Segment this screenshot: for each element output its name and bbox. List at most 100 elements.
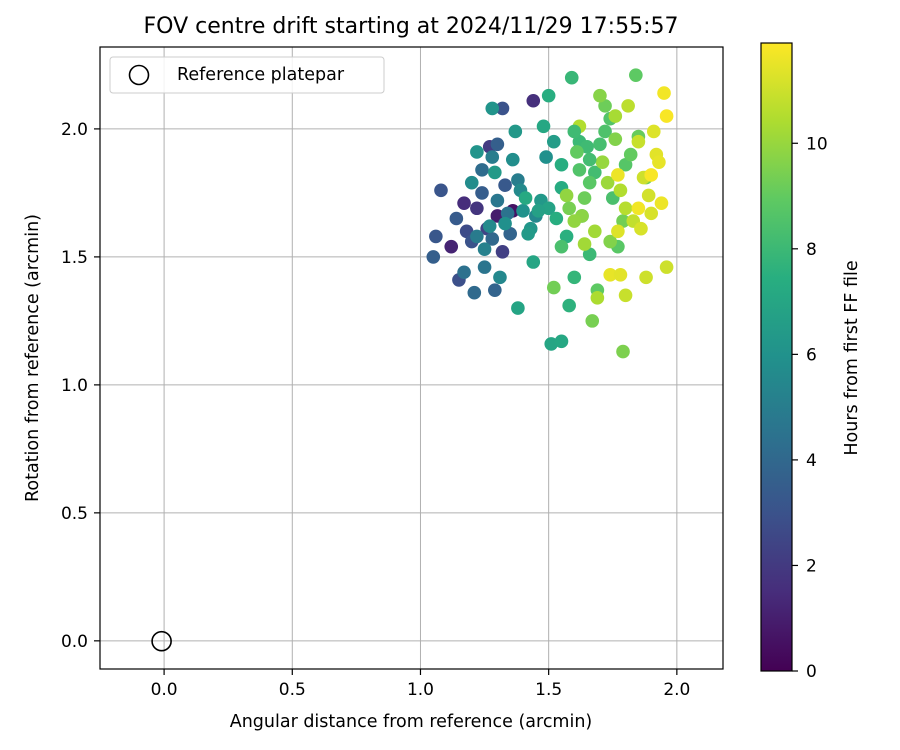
- data-point: [603, 234, 617, 249]
- data-point: [544, 337, 559, 351]
- y-tick-label: 1.0: [61, 376, 88, 396]
- data-point: [449, 211, 464, 226]
- data-point: [641, 188, 656, 203]
- y-axis-label: Rotation from reference (arcmin): [23, 214, 43, 502]
- data-point: [562, 201, 576, 216]
- data-point: [634, 221, 648, 236]
- data-point: [588, 165, 602, 180]
- data-point: [567, 124, 582, 139]
- data-point: [611, 224, 625, 239]
- data-point: [654, 196, 669, 210]
- data-point: [490, 137, 505, 152]
- data-point: [485, 101, 500, 116]
- data-point: [541, 88, 556, 103]
- data-point: [521, 227, 535, 241]
- colorbar-tick-label: 2: [806, 556, 817, 576]
- data-points: [426, 68, 674, 359]
- data-point: [467, 285, 482, 300]
- data-point: [588, 224, 602, 239]
- y-tick-label: 1.5: [61, 248, 88, 268]
- chart-title: FOV centre drift starting at 2024/11/29 …: [144, 14, 679, 39]
- data-point: [559, 229, 574, 244]
- data-point: [488, 283, 502, 297]
- x-tick-label: 1.0: [407, 680, 434, 700]
- data-point: [511, 301, 525, 315]
- x-tick-label: 0.5: [279, 680, 306, 700]
- data-point: [570, 145, 584, 159]
- x-tick-label: 1.5: [535, 680, 562, 700]
- data-point: [470, 229, 484, 244]
- data-point: [434, 183, 448, 198]
- data-point: [482, 219, 497, 233]
- data-point: [618, 157, 633, 172]
- data-point: [608, 132, 623, 146]
- data-point: [600, 175, 615, 190]
- data-point: [659, 109, 674, 123]
- data-point: [457, 196, 471, 210]
- legend-box: [109, 56, 385, 94]
- data-point: [488, 165, 502, 180]
- data-point: [631, 134, 646, 149]
- data-point: [470, 145, 484, 159]
- data-point: [623, 147, 638, 162]
- data-point: [475, 163, 489, 177]
- y-tick-label: 0.5: [61, 504, 88, 524]
- data-point: [498, 216, 512, 231]
- data-point: [444, 239, 459, 254]
- data-point: [526, 255, 541, 269]
- data-point: [493, 270, 507, 285]
- data-point: [464, 175, 479, 190]
- data-point: [616, 214, 630, 228]
- data-point: [518, 191, 533, 205]
- legend-entry-reference-platepar: Reference platepar: [177, 65, 345, 85]
- data-point: [603, 268, 617, 282]
- data-point: [657, 86, 671, 100]
- data-point: [554, 334, 569, 349]
- data-point: [639, 270, 653, 285]
- y-axis-ticks: 0.0 0.5 1.0 1.5 2.0: [61, 120, 100, 652]
- data-point: [577, 237, 592, 251]
- data-point: [549, 211, 564, 226]
- data-point: [644, 168, 659, 182]
- legend: Reference platepar: [109, 56, 385, 94]
- data-point: [598, 99, 612, 113]
- data-point: [593, 88, 607, 103]
- data-point: [559, 188, 574, 203]
- data-point: [500, 206, 515, 221]
- data-point: [567, 214, 582, 228]
- data-point: [562, 298, 576, 313]
- data-point: [477, 242, 492, 257]
- colorbar-tick-label: 10: [806, 134, 828, 154]
- data-point: [593, 137, 607, 152]
- data-point: [567, 270, 582, 285]
- data-point: [572, 163, 587, 177]
- colorbar-tick-label: 0: [806, 662, 817, 682]
- data-point: [516, 204, 530, 218]
- data-point: [659, 260, 674, 274]
- data-point: [536, 119, 551, 134]
- data-point: [485, 232, 500, 246]
- colorbar-tick-label: 8: [806, 240, 817, 260]
- data-point: [531, 204, 546, 218]
- data-point: [618, 288, 633, 303]
- data-point: [477, 260, 492, 274]
- data-point: [629, 68, 643, 82]
- grid-lines: [100, 47, 723, 669]
- x-axis-ticks: 0.0 0.5 1.0 1.5 2.0: [151, 669, 690, 700]
- data-point: [580, 140, 594, 154]
- data-point: [508, 124, 523, 139]
- colorbar-tick-label: 4: [806, 451, 817, 471]
- y-tick-label: 2.0: [61, 120, 88, 140]
- data-point: [577, 191, 592, 205]
- data-point: [498, 178, 512, 193]
- plot-frame: [99, 46, 724, 670]
- reference-platepar-marker: [151, 630, 172, 652]
- data-point: [470, 201, 484, 216]
- y-tick-label: 0.0: [61, 632, 88, 652]
- data-point: [590, 291, 605, 305]
- data-point: [526, 93, 541, 108]
- data-point: [618, 201, 633, 216]
- data-point: [457, 265, 471, 280]
- data-point: [495, 101, 510, 116]
- legend-marker: [128, 64, 150, 86]
